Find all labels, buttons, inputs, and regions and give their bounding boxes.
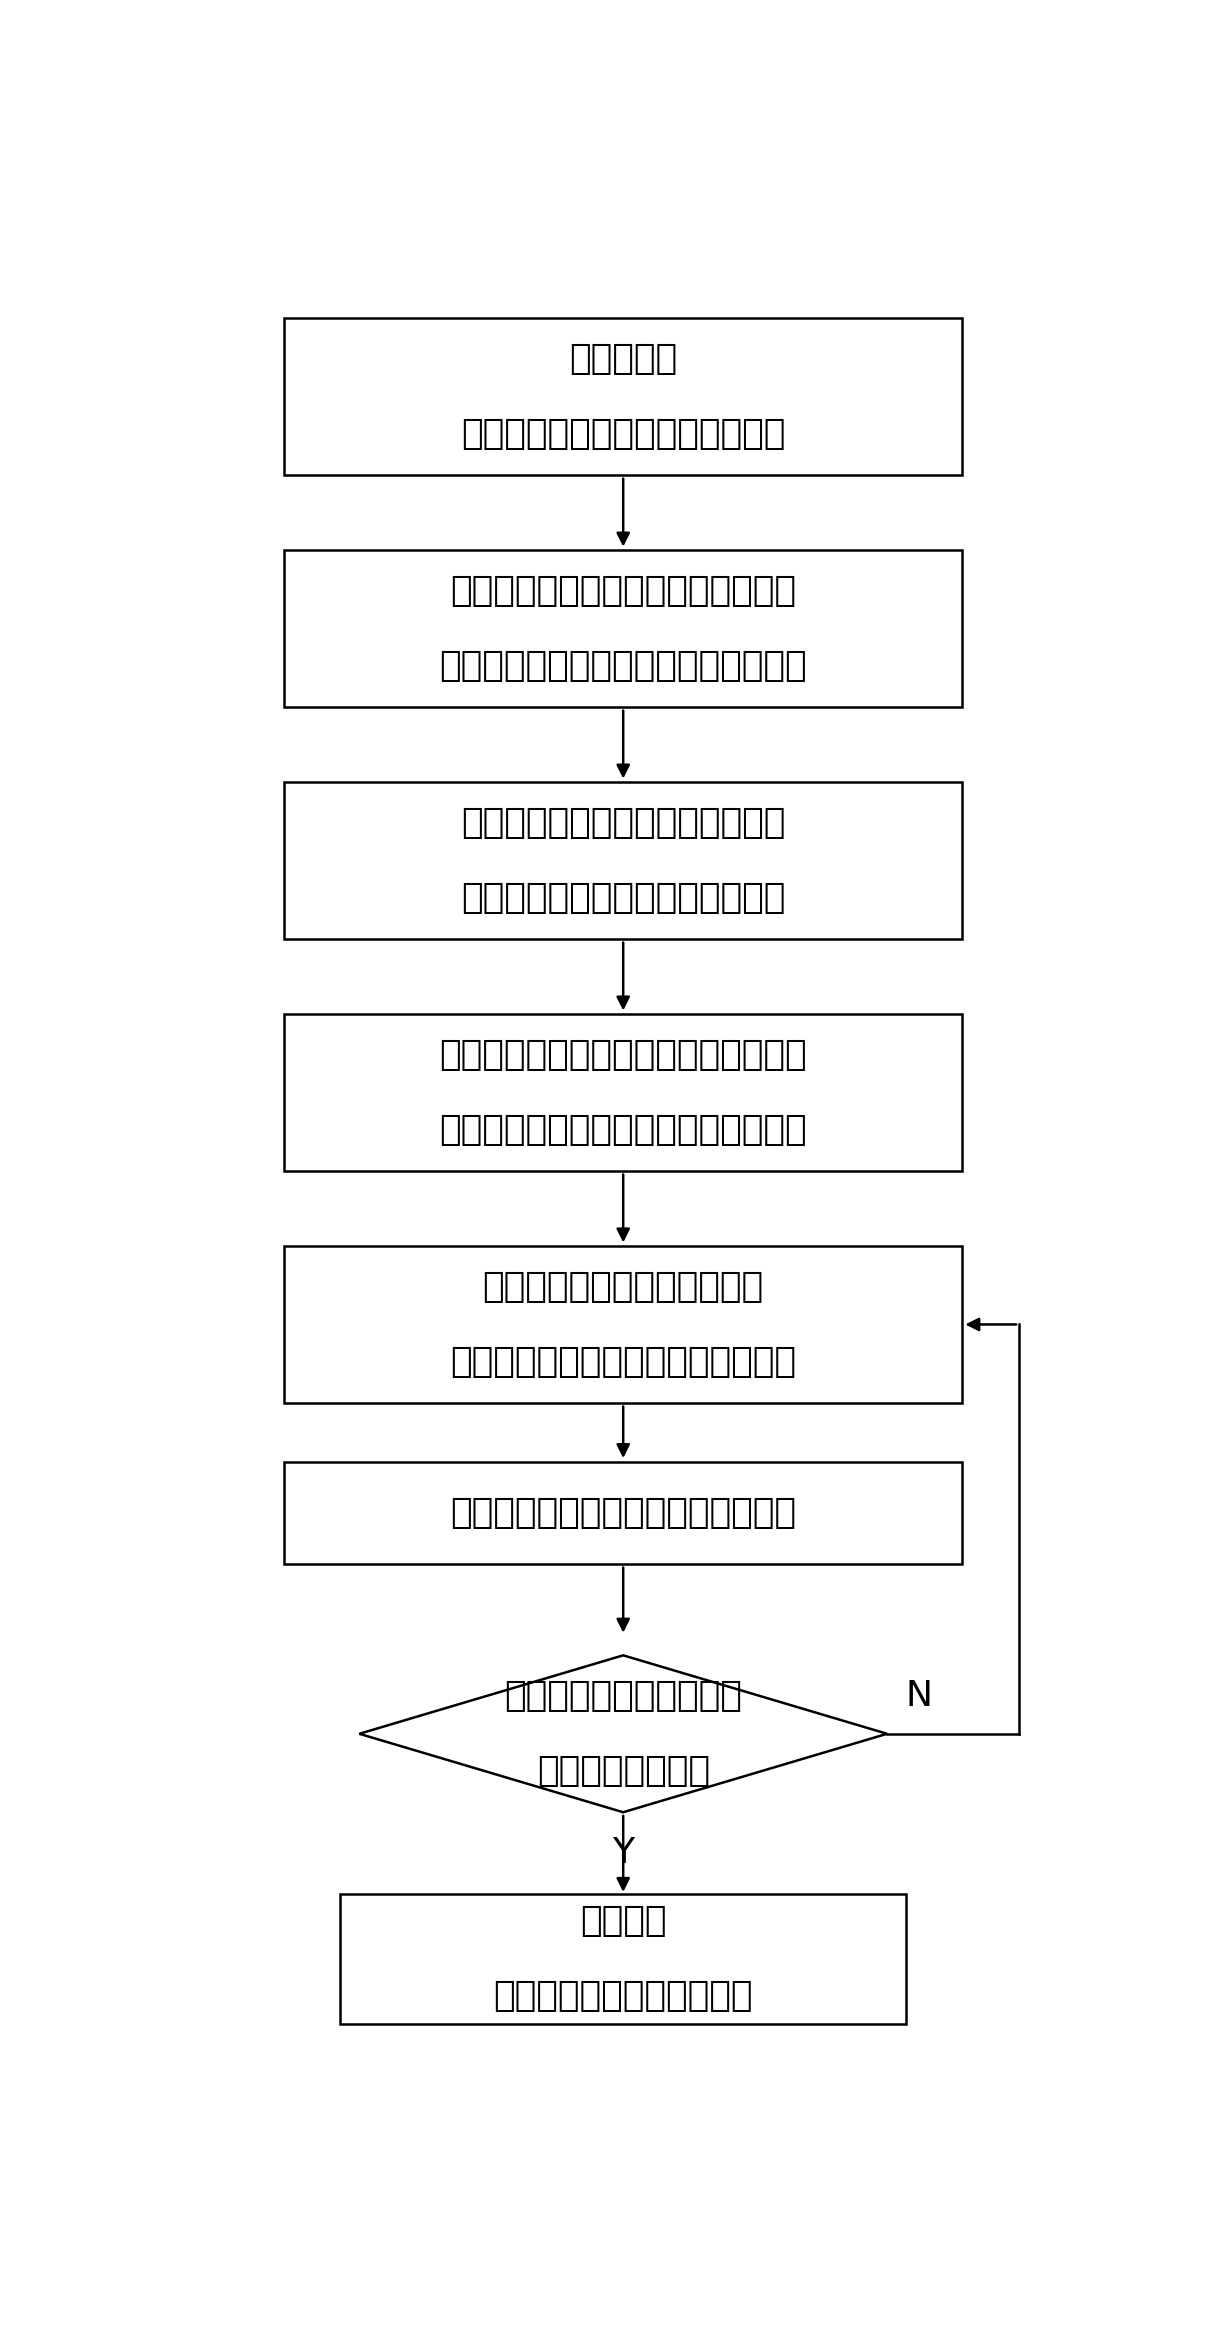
Text: 判断是否满足预设: 判断是否满足预设 [536, 1754, 710, 1789]
Text: 选择出最符合设计需求的薄膜厚度: 选择出最符合设计需求的薄膜厚度 [461, 807, 786, 840]
Text: 根据声表面波器件模型的色散特性: 根据声表面波器件模型的色散特性 [461, 882, 786, 915]
Bar [285, 318, 963, 475]
Bar [285, 550, 963, 706]
Text: Y: Y [612, 1836, 635, 1871]
Text: 选择薄膜材料与声表面波器件模型: 选择薄膜材料与声表面波器件模型 [461, 416, 786, 451]
Text: 的堆叠方式: 的堆叠方式 [569, 341, 677, 377]
Bar [285, 1247, 963, 1403]
Bar [285, 1462, 963, 1565]
Text: 完成异质薄膜结构声表面波: 完成异质薄膜结构声表面波 [494, 1979, 753, 2014]
Bar [285, 781, 963, 938]
Text: 器结构并计算出器件的参数值: 器结构并计算出器件的参数值 [483, 1270, 764, 1303]
Text: 声表面波器件的性能指标: 声表面波器件的性能指标 [505, 1679, 742, 1712]
Text: 根据声表面波器件设计指标设计换能: 根据声表面波器件设计指标设计换能 [450, 1345, 796, 1380]
Bar [340, 1895, 906, 2023]
Text: 及获取声表面波器件模型的色散特性: 及获取声表面波器件模型的色散特性 [450, 573, 796, 608]
Polygon shape [360, 1656, 888, 1813]
Text: N: N [906, 1679, 933, 1712]
Text: 的情况下预设声表面波器件的性能指标: 的情况下预设声表面波器件的性能指标 [439, 1039, 807, 1071]
Text: 建立各个不同厚度的声表面波器件模型: 建立各个不同厚度的声表面波器件模型 [439, 650, 807, 683]
Text: 器件设计: 器件设计 [580, 1904, 666, 1939]
Bar [285, 1015, 963, 1172]
Text: 声表面波器件的参数判断及反馈调整: 声表面波器件的参数判断及反馈调整 [450, 1495, 796, 1530]
Text: 在声表面波器件模型各个薄膜厚度确定: 在声表面波器件模型各个薄膜厚度确定 [439, 1113, 807, 1146]
